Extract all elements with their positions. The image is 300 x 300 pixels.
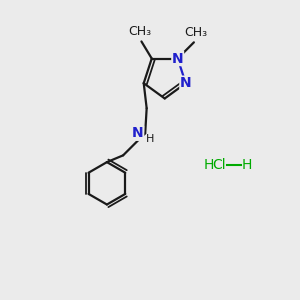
Text: N: N: [180, 76, 191, 90]
Text: N: N: [132, 126, 144, 140]
Text: H: H: [242, 158, 252, 172]
Text: Cl: Cl: [212, 158, 226, 172]
Text: CH₃: CH₃: [184, 26, 207, 39]
Text: H: H: [204, 158, 214, 172]
Text: N: N: [172, 52, 184, 65]
Text: H: H: [146, 134, 155, 144]
Text: CH₃: CH₃: [128, 25, 152, 38]
